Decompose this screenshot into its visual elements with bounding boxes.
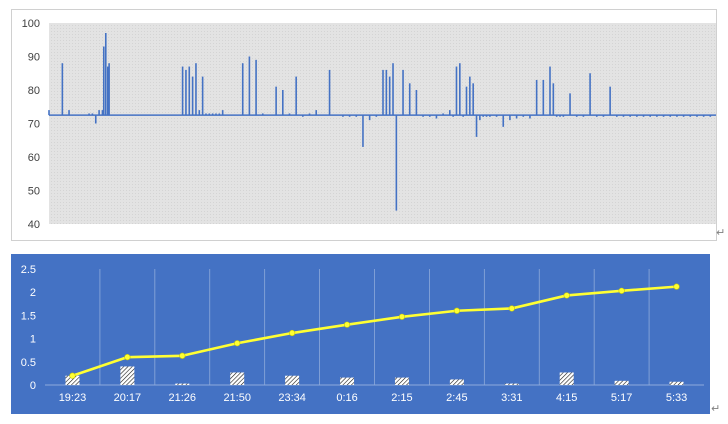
bar <box>449 379 464 385</box>
line-point <box>343 321 351 328</box>
bottom-chart-svg: 0 0.5 1 1.5 2 2.5 19:23 20:17 21:26 21:50 23:34 0:1… <box>21 264 704 404</box>
x-tick-label: 19:23 <box>59 392 87 404</box>
x-tick-label: 5:17 <box>611 392 632 404</box>
bar <box>504 383 519 385</box>
x-tick-label: 4:15 <box>556 392 577 404</box>
line-point <box>69 372 76 379</box>
x-tick-label: 5:33 <box>666 392 687 404</box>
bar <box>394 377 409 385</box>
bar <box>285 375 300 385</box>
plot-area <box>49 23 716 224</box>
line-point <box>563 292 570 299</box>
bar <box>175 383 190 385</box>
x-tick-label: 3:31 <box>501 392 522 404</box>
y-tick-label: 100 <box>22 18 40 30</box>
y-tick-label: 0.5 <box>21 357 36 369</box>
bar <box>614 380 629 385</box>
bar <box>669 381 684 385</box>
line-point <box>124 354 131 361</box>
y-tick-label: 0 <box>30 380 36 392</box>
y-tick-label: 2 <box>30 287 36 299</box>
bar <box>559 372 574 385</box>
y-tick-label: 70 <box>28 119 40 131</box>
bar <box>65 375 80 385</box>
y-tick-label: 1.5 <box>21 310 36 322</box>
line-point <box>398 313 406 320</box>
x-tick-label: 2:45 <box>446 392 467 404</box>
y-tick-label: 60 <box>28 152 40 164</box>
y-tick-label: 80 <box>28 85 40 97</box>
bottom-chart-panel: 0 0.5 1 1.5 2 2.5 19:23 20:17 21:26 21:50 23:34 0:1… <box>11 254 710 414</box>
line-point <box>508 305 515 312</box>
y-tick-label: 90 <box>28 52 40 64</box>
y-tick-label: 1 <box>30 334 36 346</box>
x-tick-label: 20:17 <box>114 392 142 404</box>
y-tick-label: 40 <box>28 219 40 231</box>
cumulative-line <box>72 285 677 377</box>
bar <box>120 366 135 385</box>
paragraph-mark: ↵ <box>711 402 721 415</box>
line-point <box>618 287 625 294</box>
bar <box>230 372 245 385</box>
y-tick-label: 50 <box>28 186 40 198</box>
x-tick-label: 23:34 <box>278 392 306 404</box>
top-chart-svg: 40 50 60 70 80 90 100 <box>22 18 716 231</box>
line-point <box>289 329 296 337</box>
top-chart-panel: 40 50 60 70 80 90 100 <box>11 9 717 241</box>
line-point <box>673 283 680 290</box>
x-tick-label: 21:26 <box>169 392 197 404</box>
bar <box>340 377 355 385</box>
x-tick-label: 2:15 <box>391 392 412 404</box>
x-tick-label: 0:16 <box>336 392 357 404</box>
paragraph-mark: ↵ <box>716 226 726 239</box>
line-point <box>234 340 241 347</box>
line-point <box>453 307 460 314</box>
y-tick-label: 2.5 <box>21 264 36 276</box>
line-point <box>179 352 186 359</box>
x-tick-label: 21:50 <box>223 392 251 404</box>
